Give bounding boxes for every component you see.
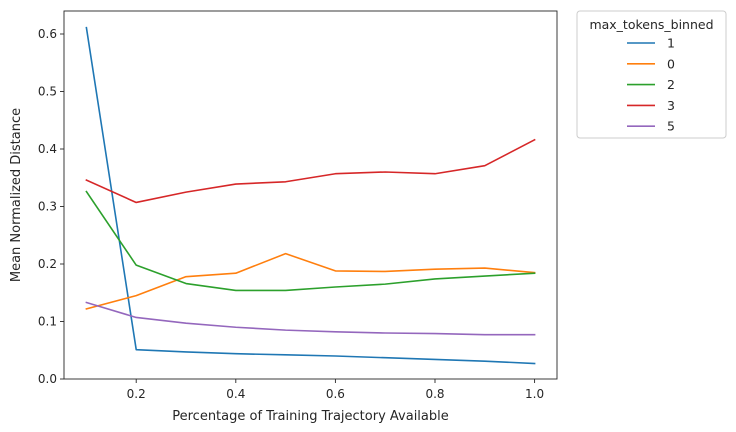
series-line-0 [85,252,536,310]
series-lines [85,26,536,365]
x-tick-label: 0.4 [226,387,245,401]
x-axis-ticks: 0.2 0.4 0.6 0.8 1.0 [127,379,544,401]
y-tick-label: 0.0 [38,372,57,386]
series-line-5 [85,301,536,336]
legend-label-1: 1 [667,36,675,51]
plot-frame [63,10,558,380]
legend-label-3: 3 [667,98,675,113]
x-tick-label: 1.0 [525,387,544,401]
series-line-1 [85,26,536,365]
y-tick-label: 0.6 [38,27,57,41]
plot-area [64,11,557,379]
y-tick-label: 0.5 [38,85,57,99]
axes [63,10,558,380]
y-axis-label: Mean Normalized Distance [9,108,24,282]
legend-label-5: 5 [667,119,675,134]
x-axis-label: Percentage of Training Trajectory Availa… [172,409,449,424]
y-axis-ticks: 0.0 0.1 0.2 0.3 0.4 0.5 0.6 [38,27,64,386]
legend-label-0: 0 [667,56,675,71]
legend-title: max_tokens_binned [589,17,713,32]
y-tick-label: 0.3 [38,200,57,214]
series-line-3 [85,138,536,204]
legend-items: 1 0 2 3 5 [627,36,675,134]
y-tick-label: 0.1 [38,315,57,329]
legend-frame [576,10,727,139]
legend: max_tokens_binned 1 0 2 3 5 [576,10,727,139]
legend-label-2: 2 [667,77,675,92]
y-tick-label: 0.4 [38,142,57,156]
x-tick-label: 0.6 [326,387,345,401]
x-tick-label: 0.2 [127,387,146,401]
x-tick-label: 0.8 [425,387,444,401]
series-line-2 [85,190,536,292]
y-tick-label: 0.2 [38,257,57,271]
